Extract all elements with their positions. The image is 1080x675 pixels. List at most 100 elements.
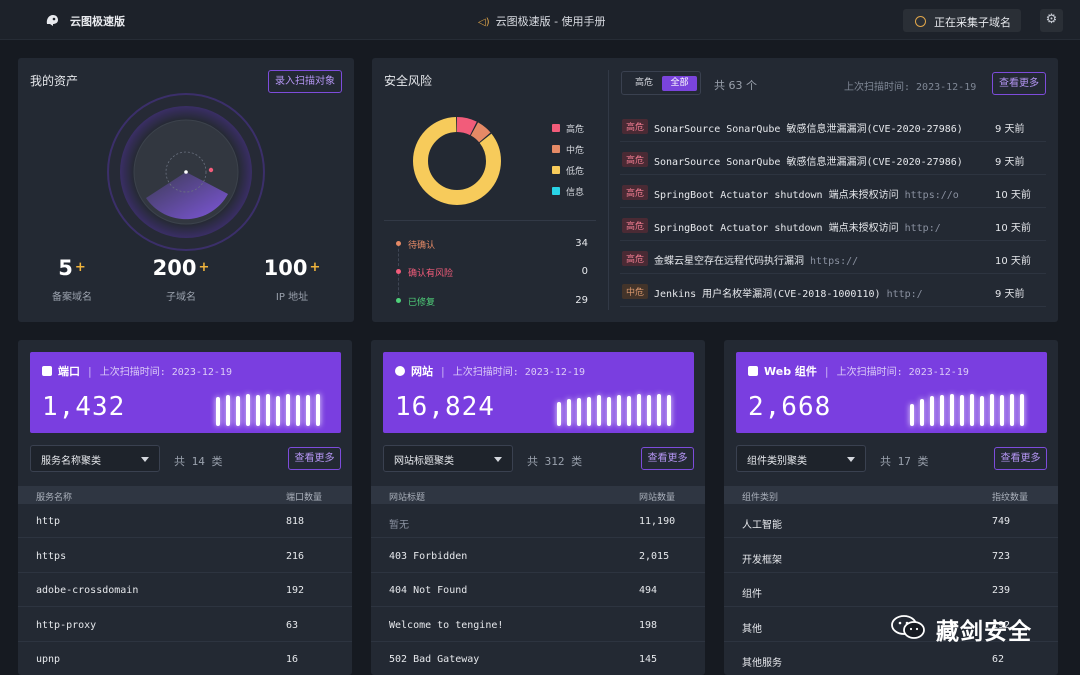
glow-bar [970,394,974,426]
glow-bar [980,396,984,426]
security-risk-card: 安全风险 高危 中危 低危 信息 待确认 34 确认有风险 0 已修复 29 高… [372,58,1058,322]
glow-bar [607,397,611,426]
vuln-row[interactable]: 高危 SonarSource SonarQube 敏感信息泄漏漏洞(CVE-202… [620,109,1046,142]
row-count: 818 [286,516,305,527]
stat-label: 子域名 [166,292,196,303]
settings-button[interactable]: ⚙ [1040,9,1063,32]
table-header: 服务名称 端口数量 [18,486,352,504]
chevron-down-icon [494,457,502,462]
row-count: 16 [286,654,299,665]
table-row[interactable]: http-proxy 63 [18,608,352,642]
service-group-select[interactable]: 服务名称聚类 [30,445,160,472]
table-row[interactable]: https 216 [18,539,352,573]
manual-link[interactable]: ◁) 云图极速版 - 使用手册 [478,13,606,29]
glow-bar [910,404,914,426]
glow-bar [920,399,924,426]
vuln-row[interactable]: 高危 SpringBoot Actuator shutdown 端点未授权访问 h… [620,208,1046,241]
severity-badge: 高危 [622,218,649,233]
risk-legend: 高危 中危 低危 信息 [552,122,584,206]
stat-label: IP 地址 [275,292,309,303]
vuln-total: 共 63 个 [714,79,757,92]
app-title[interactable]: 云图极速版 [70,15,125,28]
watermark-text: 藏剑安全 [936,619,1032,645]
table-row[interactable]: upnp 16 [18,642,352,675]
websites-total: 16,824 [395,392,495,422]
assets-card: 我的资产 录入扫描对象 5 + 备案域名 200 + 子域名 100 + I [18,58,354,322]
glow-bar [577,398,581,426]
severity-badge: 高危 [622,251,649,266]
watermark: 藏剑安全 [890,610,1050,645]
vuln-age: 9 天前 [995,157,1025,168]
filter-all[interactable]: 全部 [662,76,697,91]
glow-bar [216,397,220,426]
glow-bar [1000,395,1004,426]
glow-bar [296,395,300,426]
group-count: 共 312 类 [527,455,583,468]
glow-bar [617,395,621,426]
table-row[interactable]: 组件 239 [724,573,1058,607]
glow-bar [930,396,934,426]
web-components-card: Web 组件 | 上次扫描时间: 2023-12-19 2,668 组件类别聚类 共… [724,340,1058,675]
table-row[interactable]: 暂无 11,190 [371,504,705,538]
row-name: 502 Bad Gateway [389,654,480,665]
stat-value: 100 + [263,256,321,280]
websites-banner: 网站 | 上次扫描时间: 2023-12-19 16,824 [383,352,694,433]
row-count: 723 [992,550,1011,562]
severity-badge: 高危 [622,119,649,134]
row-name: https [36,550,67,562]
collect-status-button[interactable]: 正在采集子域名 [903,9,1021,32]
table-row[interactable]: Welcome to tengine! 198 [371,608,705,642]
glow-bar [657,394,661,426]
spinner-icon [915,16,926,27]
vuln-age: 9 天前 [995,124,1025,135]
legend-item: 低危 [552,164,584,185]
table-row[interactable]: 403 Forbidden 2,015 [371,539,705,573]
glow-bar [276,396,280,426]
table-row[interactable]: 人工智能 749 [724,504,1058,538]
row-name: 开发框架 [742,554,782,566]
title-group-select[interactable]: 网站标题聚类 [383,445,513,472]
vuln-age: 10 天前 [995,190,1031,201]
table-row[interactable]: 其他 192 [724,608,1058,642]
add-scan-target-button[interactable]: 录入扫描对象 [268,70,342,93]
glow-bar [1010,394,1014,426]
glow-bar [567,399,571,426]
table-header: 网站标题 网站数量 [371,486,705,504]
glow-bar [226,395,230,426]
view-more-vulns-button[interactable]: 查看更多 [992,72,1046,95]
vuln-row[interactable]: 中危 Jenkins 用户名枚举漏洞(CVE-2018-1000110) http… [620,274,1046,307]
view-more-components-button[interactable]: 查看更多 [994,447,1047,470]
glow-bar [557,402,561,426]
stat-value: 200 + [152,256,210,280]
table-row[interactable]: adobe-crossdomain 192 [18,573,352,607]
status-dot [396,298,401,303]
legend-swatch [552,124,560,132]
row-count: 145 [639,654,658,665]
vuln-row[interactable]: 高危 金蝶云星空存在远程代码执行漏洞 https:// 10 天前 [620,241,1046,274]
glow-bar [587,397,591,426]
table-row[interactable]: http 818 [18,504,352,538]
banner-header: Web 组件 | 上次扫描时间: 2023-12-19 [748,363,969,379]
severity-badge: 高危 [622,152,649,167]
row-name: upnp [36,654,61,665]
glow-bar [246,394,250,426]
table-row[interactable]: 502 Bad Gateway 145 [371,642,705,675]
severity-filter: 高危 全部 [621,71,701,95]
table-row[interactable]: 其他服务 62 [724,642,1058,675]
last-scan-time: 上次扫描时间: 2023-12-19 [844,82,977,93]
chevron-down-icon [141,457,149,462]
glow-bar [627,396,631,426]
vuln-row[interactable]: 高危 SonarSource SonarQube 敏感信息泄漏漏洞(CVE-202… [620,142,1046,175]
filter-high-risk[interactable]: 高危 [634,78,653,88]
banner-header: 网站 | 上次扫描时间: 2023-12-19 [395,363,585,379]
table-row[interactable]: 404 Not Found 494 [371,573,705,607]
category-group-select[interactable]: 组件类别聚类 [736,445,866,472]
vuln-row[interactable]: 高危 SpringBoot Actuator shutdown 端点未授权访问 h… [620,175,1046,208]
table-row[interactable]: 开发框架 723 [724,539,1058,573]
app-logo-icon[interactable] [44,12,60,28]
view-more-ports-button[interactable]: 查看更多 [288,447,341,470]
view-more-websites-button[interactable]: 查看更多 [641,447,694,470]
glow-bar [256,395,260,426]
row-name: 暂无 [389,520,409,531]
legend-swatch [552,145,560,153]
